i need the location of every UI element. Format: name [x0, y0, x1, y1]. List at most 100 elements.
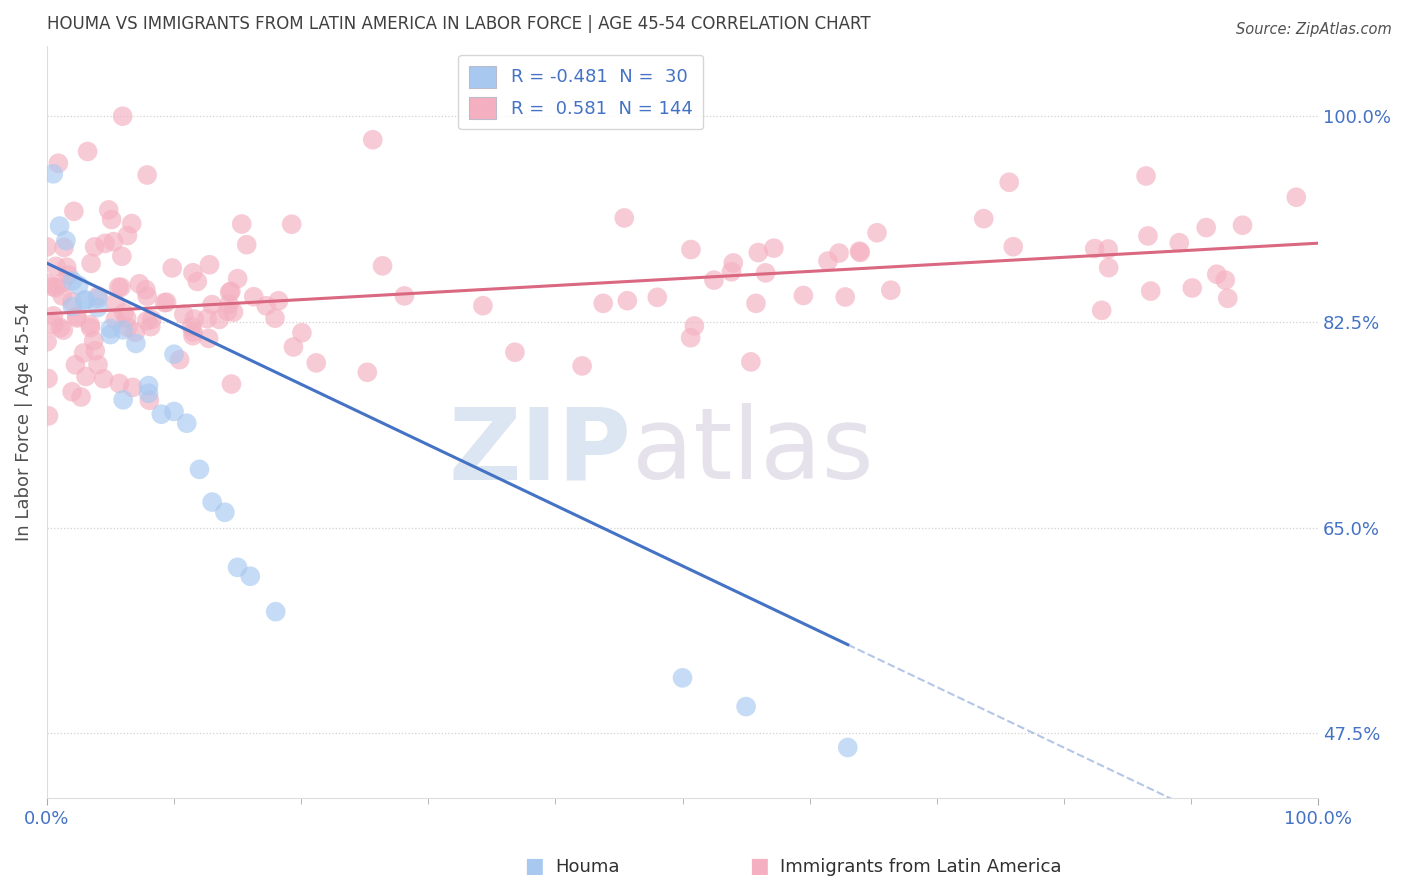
Point	[834, 290, 856, 304]
Point	[51, 276, 73, 290]
Point	[222, 305, 245, 319]
Point	[80, 256, 103, 270]
Point	[112, 306, 135, 320]
Point	[183, 312, 205, 326]
Point	[1168, 235, 1191, 250]
Point	[1216, 291, 1239, 305]
Point	[87, 289, 110, 303]
Point	[37, 277, 59, 291]
Point	[100, 212, 122, 227]
Point	[84, 343, 107, 358]
Text: HOUMA VS IMMIGRANTS FROM LATIN AMERICA IN LABOR FORCE | AGE 45-54 CORRELATION CH: HOUMA VS IMMIGRANTS FROM LATIN AMERICA I…	[46, 15, 870, 33]
Point	[60, 300, 83, 314]
Text: atlas: atlas	[631, 403, 873, 500]
Point	[93, 372, 115, 386]
Point	[115, 310, 138, 325]
Point	[998, 175, 1021, 189]
Point	[163, 347, 186, 361]
Point	[45, 281, 67, 295]
Point	[103, 235, 125, 249]
Point	[111, 249, 134, 263]
Point	[100, 321, 122, 335]
Point	[83, 240, 105, 254]
Point	[264, 605, 287, 619]
Point	[52, 323, 75, 337]
Point	[51, 289, 73, 303]
Point	[45, 260, 67, 274]
Point	[218, 285, 240, 300]
Point	[280, 217, 302, 231]
Point	[48, 219, 70, 233]
Point	[55, 260, 77, 275]
Point	[135, 283, 157, 297]
Point	[79, 318, 101, 332]
Point	[153, 295, 176, 310]
Point	[97, 202, 120, 217]
Point	[1205, 267, 1227, 281]
Point	[647, 290, 669, 304]
Point	[305, 356, 328, 370]
Point	[735, 699, 758, 714]
Point	[37, 334, 59, 349]
Point	[371, 259, 394, 273]
Point	[41, 279, 63, 293]
Point	[63, 204, 86, 219]
Point	[235, 237, 257, 252]
Point	[136, 168, 159, 182]
Point	[679, 331, 702, 345]
Point	[66, 310, 89, 325]
Point	[112, 323, 135, 337]
Point	[49, 320, 72, 334]
Point	[181, 328, 204, 343]
Point	[231, 217, 253, 231]
Point	[136, 289, 159, 303]
Point	[65, 358, 87, 372]
Point	[188, 462, 211, 476]
Point	[87, 292, 110, 306]
Point	[70, 390, 93, 404]
Point	[1181, 281, 1204, 295]
Point	[66, 310, 89, 324]
Point	[208, 312, 231, 326]
Text: Immigrants from Latin America: Immigrants from Latin America	[780, 858, 1062, 876]
Point	[218, 297, 240, 311]
Point	[1084, 242, 1107, 256]
Point	[108, 376, 131, 391]
Point	[792, 288, 814, 302]
Point	[197, 331, 219, 345]
Point	[104, 296, 127, 310]
Point	[703, 273, 725, 287]
Point	[128, 277, 150, 291]
Point	[53, 240, 76, 254]
Point	[72, 346, 94, 360]
Legend: R = -0.481  N =  30, R =  0.581  N = 144: R = -0.481 N = 30, R = 0.581 N = 144	[458, 54, 703, 129]
Point	[75, 369, 97, 384]
Point	[242, 290, 264, 304]
Point	[880, 283, 903, 297]
Point	[828, 246, 851, 260]
Point	[198, 258, 221, 272]
Point	[849, 245, 872, 260]
Point	[592, 296, 614, 310]
Point	[679, 243, 702, 257]
Point	[180, 319, 202, 334]
Point	[125, 336, 148, 351]
Text: ■: ■	[749, 856, 769, 876]
Point	[837, 740, 859, 755]
Text: Houma: Houma	[555, 858, 620, 876]
Point	[48, 156, 70, 170]
Point	[1285, 190, 1308, 204]
Point	[683, 318, 706, 333]
Text: Source: ZipAtlas.com: Source: ZipAtlas.com	[1236, 22, 1392, 37]
Point	[723, 256, 745, 270]
Point	[361, 133, 384, 147]
Point	[94, 236, 117, 251]
Point	[1213, 273, 1236, 287]
Y-axis label: In Labor Force | Age 45-54: In Labor Force | Age 45-54	[15, 302, 32, 541]
Point	[138, 386, 160, 401]
Point	[221, 377, 243, 392]
Point	[866, 226, 889, 240]
Point	[60, 384, 83, 399]
Point	[195, 311, 218, 326]
Point	[42, 317, 65, 331]
